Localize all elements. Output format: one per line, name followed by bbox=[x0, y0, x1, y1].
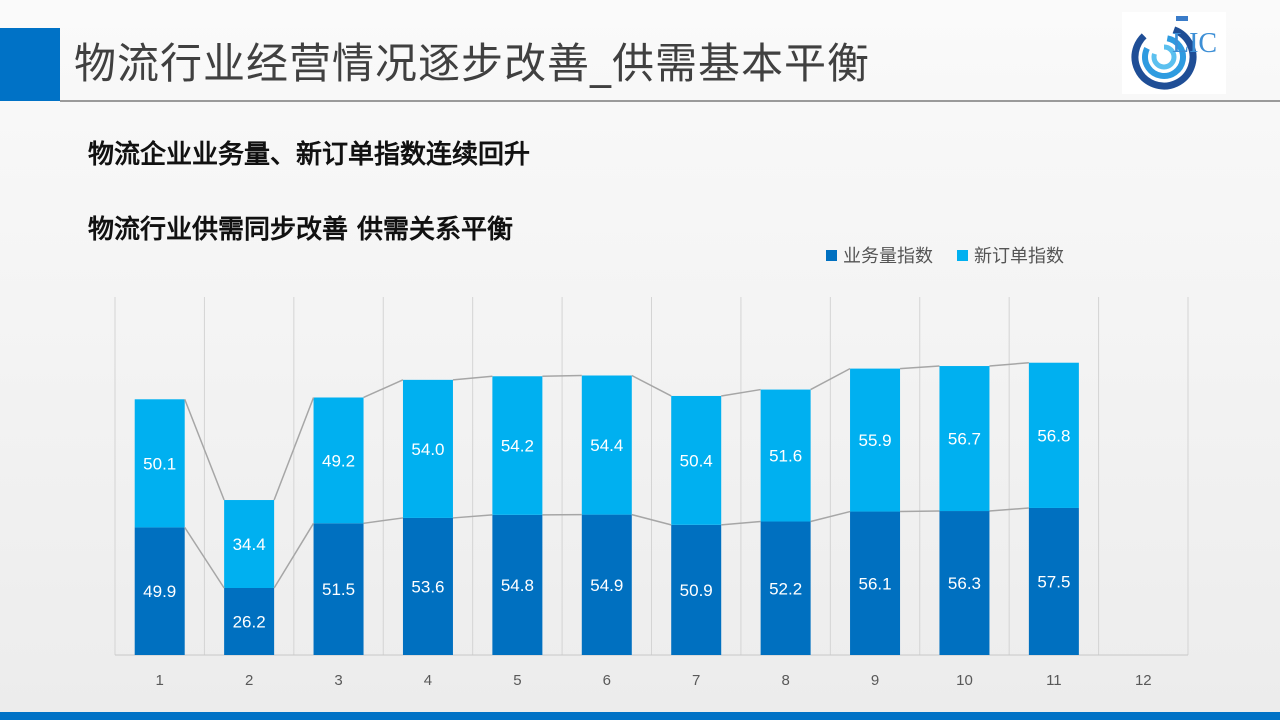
data-label: 51.5 bbox=[322, 580, 355, 599]
x-tick-label: 7 bbox=[692, 672, 700, 689]
x-tick-label: 6 bbox=[603, 672, 611, 689]
legend-item-business: 业务量指数 bbox=[826, 242, 933, 268]
series-line bbox=[900, 510, 940, 513]
data-label: 56.8 bbox=[1037, 426, 1070, 445]
data-label: 56.7 bbox=[948, 430, 981, 449]
x-tick-label: 3 bbox=[334, 672, 342, 689]
data-label: 49.9 bbox=[143, 582, 176, 601]
bar-orders bbox=[402, 379, 453, 518]
subtitle-2: 物流行业供需同步改善 供需关系平衡 bbox=[88, 215, 514, 245]
data-label: 54.4 bbox=[590, 436, 623, 455]
bar-orders bbox=[134, 399, 185, 528]
data-label: 56.1 bbox=[858, 574, 891, 593]
page-title: 物流行业经营情况逐步改善_供需基本平衡 bbox=[74, 39, 871, 88]
legend-swatch bbox=[957, 249, 968, 261]
series-line bbox=[631, 374, 672, 397]
series-line bbox=[810, 510, 851, 523]
series-line bbox=[184, 526, 225, 589]
bar-business bbox=[134, 527, 185, 655]
bar-business bbox=[1028, 507, 1079, 655]
legend-item-orders: 新订单指数 bbox=[957, 242, 1064, 268]
x-tick-label: 11 bbox=[1046, 672, 1062, 689]
clic-logo: LIC bbox=[1122, 12, 1226, 94]
series-line bbox=[452, 514, 493, 519]
bar-orders bbox=[850, 368, 901, 512]
legend-swatch bbox=[826, 249, 837, 261]
data-label: 50.4 bbox=[680, 451, 713, 470]
chart-legend: 业务量指数 新订单指数 bbox=[826, 242, 1064, 268]
x-tick-label: 9 bbox=[871, 672, 879, 689]
series-line bbox=[363, 517, 404, 525]
x-tick-label: 2 bbox=[245, 672, 253, 689]
series-line bbox=[721, 520, 761, 526]
series-line bbox=[899, 365, 940, 370]
bar-orders bbox=[760, 389, 811, 522]
bar-orders bbox=[492, 376, 543, 515]
bar-business bbox=[581, 514, 632, 655]
x-tick-label: 4 bbox=[424, 672, 432, 689]
bar-business bbox=[671, 524, 722, 655]
series-line bbox=[721, 388, 761, 397]
series-line bbox=[184, 399, 225, 501]
title-accent-block bbox=[0, 28, 60, 101]
bar-orders bbox=[224, 500, 275, 589]
bar-business bbox=[402, 517, 453, 655]
data-label: 57.5 bbox=[1037, 572, 1070, 591]
bar-orders bbox=[939, 366, 990, 512]
bar-business bbox=[224, 588, 275, 655]
bar-orders bbox=[313, 397, 364, 524]
series-line bbox=[989, 507, 1029, 512]
data-label: 26.2 bbox=[233, 613, 266, 632]
series-line bbox=[363, 379, 404, 399]
data-label: 50.1 bbox=[143, 454, 176, 473]
series-line bbox=[273, 397, 315, 501]
x-tick-label: 10 bbox=[956, 672, 973, 689]
bar-orders bbox=[581, 375, 632, 515]
data-label: 50.9 bbox=[680, 581, 713, 600]
data-label: 54.9 bbox=[590, 576, 623, 595]
bar-business bbox=[492, 514, 543, 655]
bottom-accent-bar bbox=[0, 712, 1280, 720]
data-label: 54.2 bbox=[501, 437, 534, 456]
bar-business bbox=[313, 523, 364, 655]
logo-text: LIC bbox=[1172, 28, 1217, 59]
data-label: 55.9 bbox=[858, 431, 891, 450]
bar-business bbox=[760, 521, 811, 655]
series-line bbox=[989, 361, 1029, 367]
bar-orders bbox=[671, 395, 722, 525]
data-label: 51.6 bbox=[769, 447, 802, 466]
series-line bbox=[273, 522, 315, 589]
data-label: 54.0 bbox=[411, 440, 444, 459]
x-tick-label: 8 bbox=[781, 672, 789, 689]
data-label: 54.8 bbox=[501, 576, 534, 595]
legend-label: 新订单指数 bbox=[974, 246, 1064, 267]
x-tick-label: 1 bbox=[156, 672, 164, 689]
bar-business bbox=[939, 511, 990, 655]
bar-orders bbox=[1028, 362, 1079, 508]
series-line bbox=[810, 367, 851, 391]
data-label: 52.2 bbox=[769, 579, 802, 598]
series-line bbox=[452, 375, 493, 381]
data-label: 34.4 bbox=[233, 535, 266, 554]
series-line bbox=[631, 513, 672, 526]
x-tick-label: 12 bbox=[1135, 672, 1152, 689]
x-tick-label: 5 bbox=[513, 672, 521, 689]
legend-label: 业务量指数 bbox=[843, 246, 933, 267]
series-line bbox=[542, 374, 582, 378]
bar-business bbox=[850, 511, 901, 655]
data-label: 56.3 bbox=[948, 574, 981, 593]
title-divider bbox=[60, 100, 1280, 102]
data-label: 53.6 bbox=[411, 577, 444, 596]
subtitle-1: 物流企业业务量、新订单指数连续回升 bbox=[88, 140, 531, 170]
data-label: 49.2 bbox=[322, 451, 355, 470]
